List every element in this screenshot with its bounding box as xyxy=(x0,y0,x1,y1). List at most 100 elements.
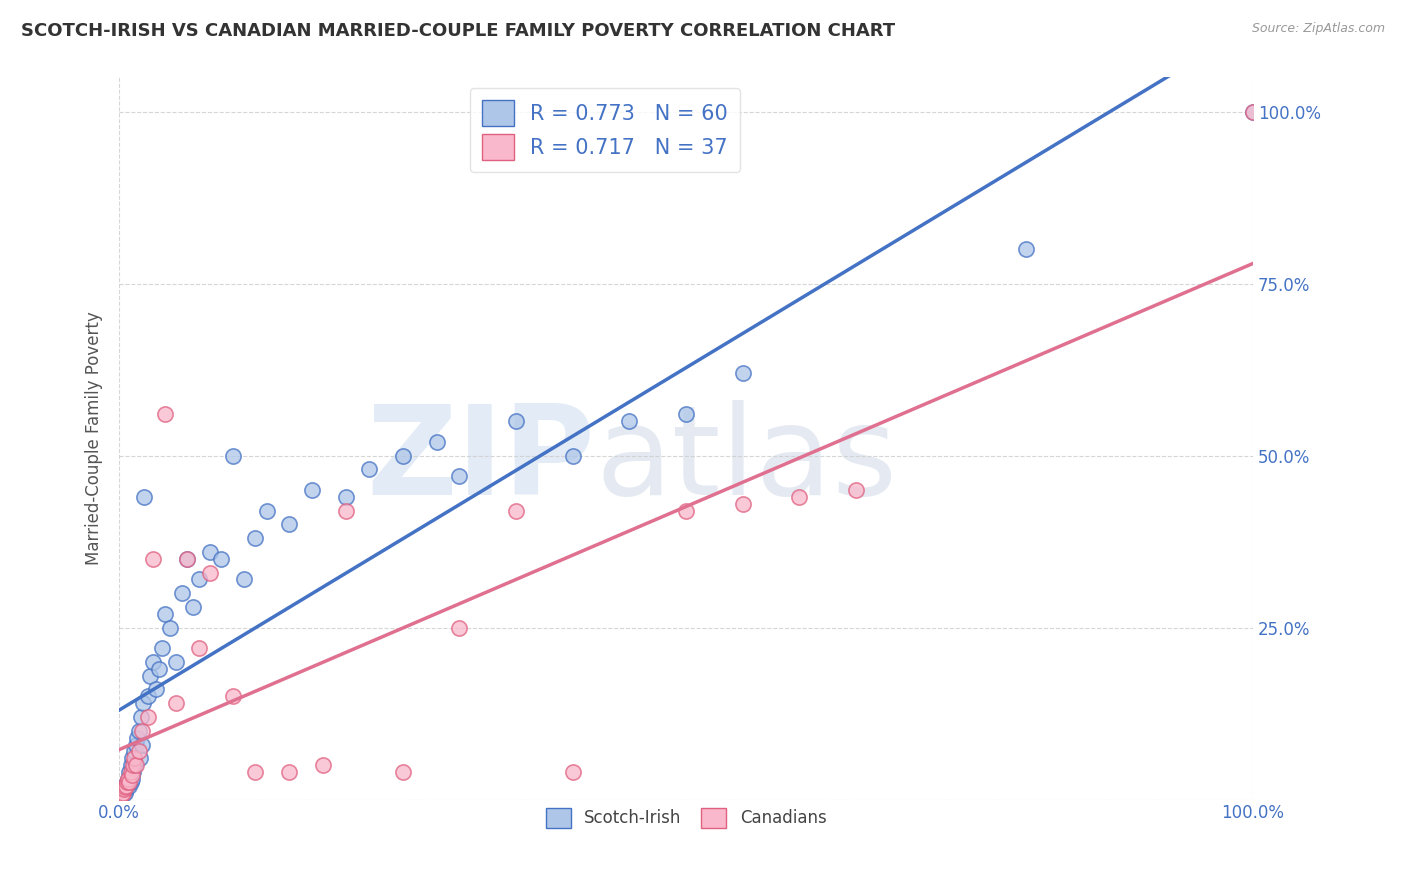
Point xyxy=(209,551,232,566)
Text: ZIP: ZIP xyxy=(367,400,595,521)
Point xyxy=(134,490,156,504)
Point xyxy=(176,551,198,566)
Point xyxy=(198,566,221,580)
Point xyxy=(357,462,380,476)
Point xyxy=(449,469,471,483)
Point xyxy=(426,434,449,449)
Point xyxy=(110,789,132,803)
Point xyxy=(1015,243,1038,257)
Point xyxy=(122,744,145,758)
Point xyxy=(148,662,170,676)
Point xyxy=(561,764,583,779)
Point xyxy=(391,764,413,779)
Point xyxy=(675,408,697,422)
Point xyxy=(233,573,256,587)
Point xyxy=(120,758,142,772)
Point xyxy=(619,414,641,428)
Point xyxy=(142,655,165,669)
Point xyxy=(278,517,301,532)
Point xyxy=(121,751,143,765)
Point xyxy=(122,758,145,772)
Point xyxy=(114,779,136,793)
Point xyxy=(122,751,145,765)
Point xyxy=(731,497,754,511)
Point xyxy=(118,764,141,779)
Point xyxy=(221,690,243,704)
Point xyxy=(132,696,155,710)
Text: Source: ZipAtlas.com: Source: ZipAtlas.com xyxy=(1251,22,1385,36)
Point xyxy=(125,758,148,772)
Point xyxy=(115,779,138,793)
Point xyxy=(301,483,323,497)
Point xyxy=(153,607,176,621)
Point xyxy=(1241,104,1264,119)
Point xyxy=(139,669,162,683)
Point xyxy=(115,775,138,789)
Point xyxy=(127,731,149,745)
Point xyxy=(165,696,187,710)
Point xyxy=(136,710,159,724)
Point xyxy=(131,738,153,752)
Text: SCOTCH-IRISH VS CANADIAN MARRIED-COUPLE FAMILY POVERTY CORRELATION CHART: SCOTCH-IRISH VS CANADIAN MARRIED-COUPLE … xyxy=(21,22,896,40)
Point xyxy=(128,744,150,758)
Point xyxy=(789,490,811,504)
Legend: Scotch-Irish, Canadians: Scotch-Irish, Canadians xyxy=(538,801,834,835)
Point xyxy=(181,599,204,614)
Point xyxy=(187,573,209,587)
Point xyxy=(129,710,152,724)
Point xyxy=(245,531,267,545)
Point xyxy=(505,414,527,428)
Point xyxy=(505,504,527,518)
Point xyxy=(159,621,181,635)
Point xyxy=(449,621,471,635)
Point xyxy=(845,483,868,497)
Point xyxy=(335,490,357,504)
Point xyxy=(125,738,148,752)
Point xyxy=(198,545,221,559)
Point xyxy=(117,772,139,786)
Point xyxy=(121,768,143,782)
Point xyxy=(176,551,198,566)
Point xyxy=(312,758,335,772)
Point xyxy=(136,690,159,704)
Point xyxy=(111,786,134,800)
Point xyxy=(128,751,150,765)
Point xyxy=(335,504,357,518)
Point xyxy=(128,723,150,738)
Point xyxy=(391,449,413,463)
Point xyxy=(110,789,132,804)
Point xyxy=(187,641,209,656)
Point xyxy=(114,786,136,800)
Point xyxy=(120,775,142,789)
Point xyxy=(165,655,187,669)
Point xyxy=(221,449,243,463)
Point xyxy=(110,787,132,801)
Point xyxy=(145,682,167,697)
Point xyxy=(731,366,754,380)
Point xyxy=(111,787,134,801)
Point xyxy=(117,772,139,786)
Point xyxy=(118,779,141,793)
Point xyxy=(1241,104,1264,119)
Point xyxy=(115,782,138,797)
Point xyxy=(114,780,136,794)
Point xyxy=(153,408,176,422)
Point xyxy=(561,449,583,463)
Point xyxy=(122,764,145,779)
Point xyxy=(170,586,193,600)
Point xyxy=(118,775,141,789)
Point xyxy=(142,551,165,566)
Point xyxy=(112,782,135,797)
Point xyxy=(278,764,301,779)
Point xyxy=(120,764,142,779)
Point xyxy=(124,758,146,772)
Point xyxy=(121,772,143,786)
Point xyxy=(115,775,138,789)
Point xyxy=(150,641,173,656)
Point xyxy=(112,782,135,797)
Point xyxy=(675,504,697,518)
Point xyxy=(110,786,132,800)
Point xyxy=(245,764,267,779)
Y-axis label: Married-Couple Family Poverty: Married-Couple Family Poverty xyxy=(86,311,103,566)
Point xyxy=(131,723,153,738)
